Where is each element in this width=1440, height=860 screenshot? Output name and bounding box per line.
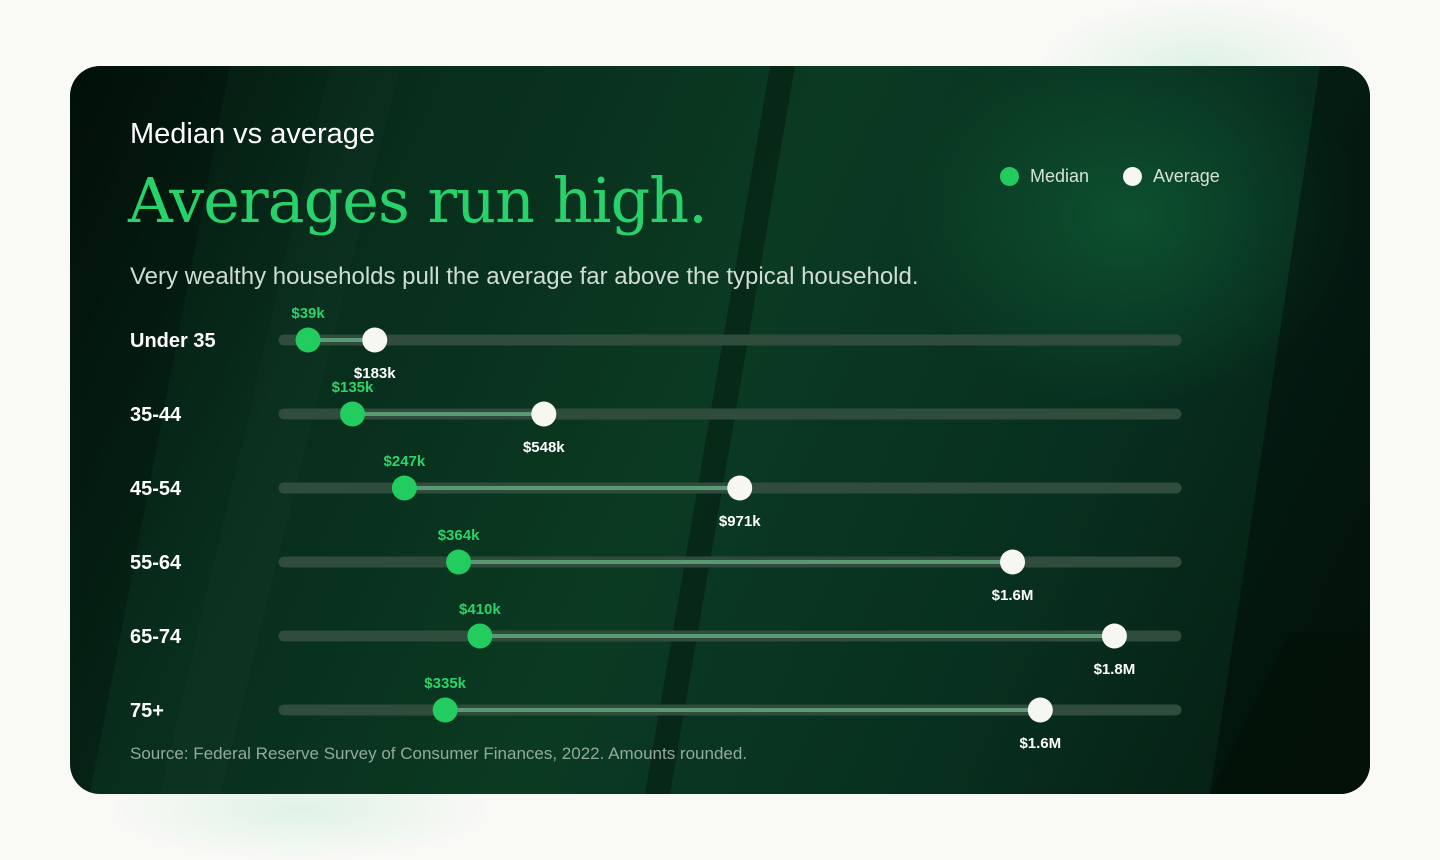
average-point [1000, 549, 1026, 575]
average-point [531, 401, 557, 427]
average-data-label: $548k [523, 439, 565, 456]
average-data-label: $1.6M [992, 587, 1034, 604]
category-label: 75+ [130, 700, 164, 722]
legend-average-label: Average [1153, 166, 1220, 186]
median-point [391, 475, 417, 501]
median-data-label: $410k [459, 601, 501, 618]
average-point [362, 327, 388, 353]
dumbbell-chart: Under 35 $39k $183k 35-44 $135k $548k 45-54 $24… [130, 305, 1182, 752]
chart-card: Median vs average Averages run high. Ver… [70, 66, 1370, 794]
median-point [432, 697, 458, 723]
median-point [295, 327, 321, 353]
legend-item-median: Median [1000, 166, 1089, 187]
legend-median-dot [1000, 167, 1019, 186]
median-data-label: $364k [438, 527, 480, 544]
average-point [727, 475, 753, 501]
median-point [446, 549, 472, 575]
average-data-label: $1.6M [1019, 735, 1061, 752]
chart-subtitle: Very wealthy households pull the average… [130, 263, 919, 290]
chart-legend: Median Average [1000, 166, 1254, 187]
average-point [1027, 697, 1053, 723]
category-label: 55-64 [130, 552, 182, 574]
median-point [467, 623, 493, 649]
median-data-label: $247k [384, 453, 426, 470]
category-label: 45-54 [130, 478, 182, 500]
legend-median-label: Median [1030, 166, 1090, 186]
median-data-label: $39k [291, 305, 325, 322]
chart-kicker: Median vs average [130, 118, 376, 150]
category-label: 65-74 [130, 626, 182, 648]
average-data-label: $971k [719, 513, 761, 530]
average-data-label: $1.8M [1094, 661, 1136, 678]
average-point [1101, 623, 1127, 649]
legend-item-average: Average [1123, 166, 1220, 187]
card-background-shapes [70, 66, 1370, 794]
legend-average-dot [1123, 167, 1143, 186]
median-data-label: $335k [424, 675, 466, 692]
median-point [340, 401, 366, 427]
category-label: Under 35 [130, 330, 216, 352]
average-data-label: $183k [354, 365, 396, 382]
median-data-label: $135k [332, 379, 374, 396]
source-note: Source: Federal Reserve Survey of Consum… [130, 744, 748, 763]
chart-headline: Averages run high. [128, 164, 708, 237]
category-label: 35-44 [130, 404, 182, 426]
